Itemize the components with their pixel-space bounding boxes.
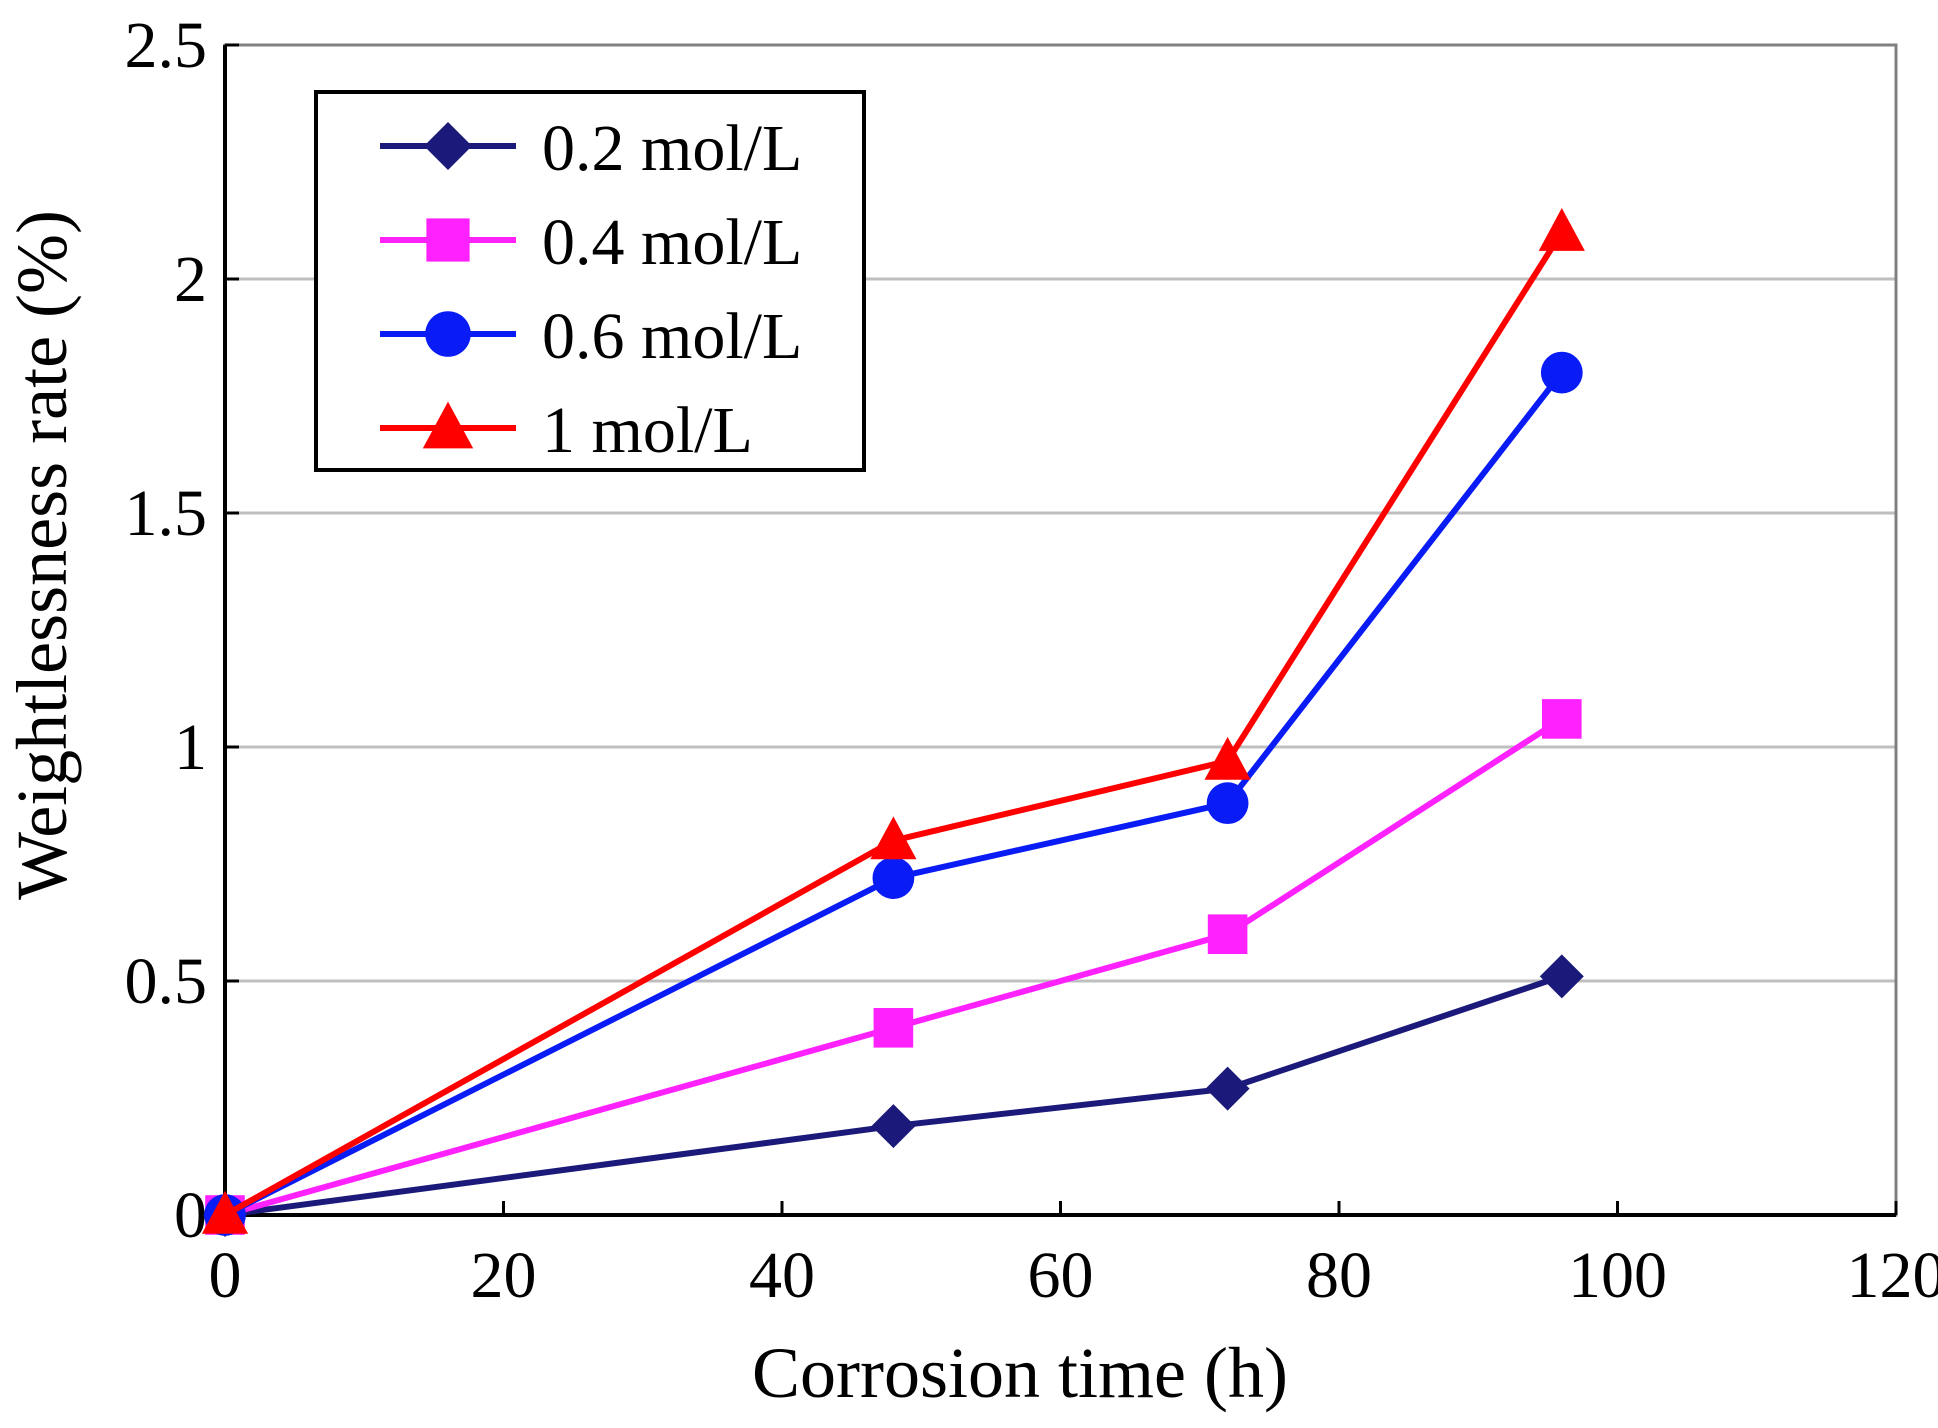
x-tick-label: 100 [1568, 1239, 1667, 1312]
y-tick-label: 0 [174, 1179, 207, 1252]
data-point [1207, 782, 1249, 824]
x-tick-label: 80 [1306, 1239, 1372, 1312]
y-tick-label: 0.5 [125, 945, 208, 1018]
x-tick-label: 40 [749, 1239, 815, 1312]
y-tick-label: 1 [174, 711, 207, 784]
legend-marker [425, 311, 471, 357]
x-tick-label: 60 [1028, 1239, 1094, 1312]
y-tick-label: 2.5 [125, 9, 208, 82]
data-point [1542, 699, 1582, 739]
legend-label: 0.4 mol/L [542, 206, 802, 279]
data-point [873, 857, 915, 899]
x-axis-label: Corrosion time (h) [752, 1333, 1288, 1413]
y-tick-label: 2 [174, 243, 207, 316]
data-point [1541, 352, 1583, 394]
y-tick-label: 1.5 [125, 477, 208, 550]
legend: 0.2 mol/L 0.4 mol/L 0.6 mol/L 1 mol/L [316, 92, 864, 470]
data-point [1208, 914, 1248, 954]
y-axis-label: Weightlessness rate (%) [2, 210, 82, 900]
legend-label: 1 mol/L [542, 394, 753, 467]
legend-marker [426, 218, 469, 261]
x-tick-label: 0 [209, 1239, 242, 1312]
legend-label: 0.2 mol/L [542, 112, 802, 185]
x-tick-label: 120 [1847, 1239, 1938, 1312]
data-point [874, 1008, 914, 1048]
legend-label: 0.6 mol/L [542, 300, 802, 373]
x-tick-label: 20 [471, 1239, 537, 1312]
